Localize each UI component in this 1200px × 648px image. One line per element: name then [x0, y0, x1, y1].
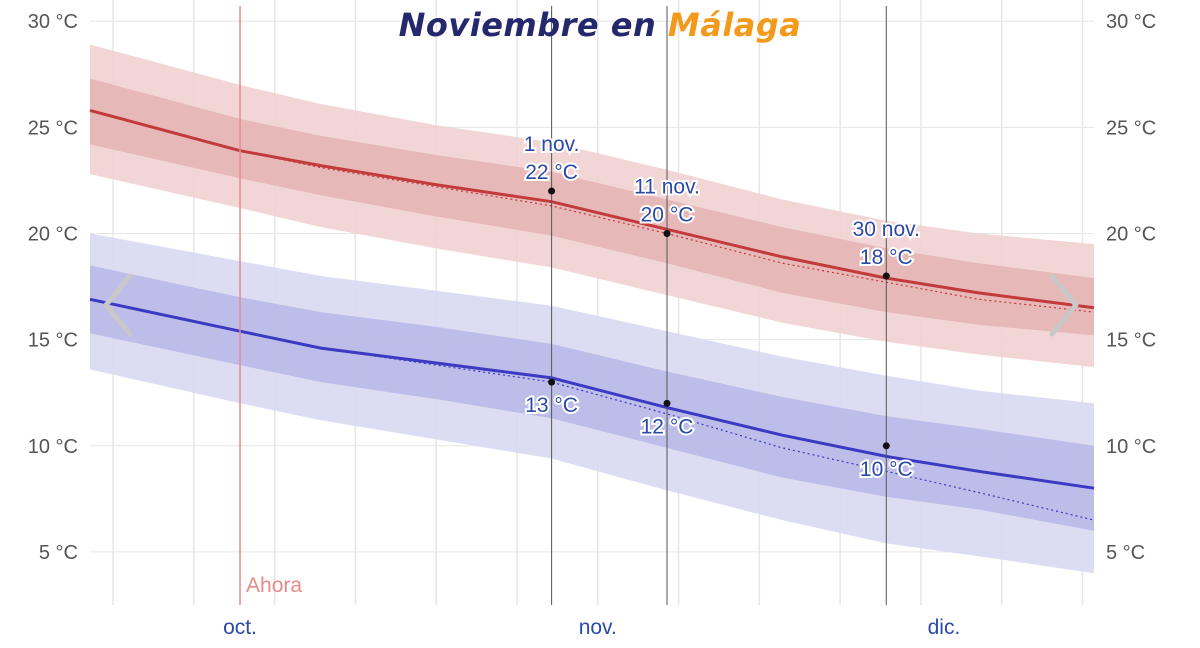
high-series-line	[89, 108, 1095, 310]
low-data-point	[882, 442, 890, 450]
low-data-point	[663, 399, 671, 407]
annotation-value: 18 °C	[860, 246, 913, 269]
series-lines	[89, 108, 1095, 521]
next-month-button[interactable]	[1042, 270, 1086, 340]
y-tick-label-right: 10 °C	[1106, 436, 1156, 458]
bands	[90, 44, 1094, 574]
chevron-left-icon	[103, 273, 133, 337]
high-data-point	[663, 230, 671, 238]
x-month-label: nov.	[579, 616, 617, 639]
annotation-date: 11 nov.	[634, 176, 700, 199]
y-tick-label-left: 25 °C	[28, 117, 78, 139]
now-marker: Ahora	[239, 6, 302, 605]
annotation-value: 12 °C	[641, 415, 694, 438]
x-month-label: dic.	[928, 616, 961, 639]
annotation-value: 13 °C	[525, 394, 578, 417]
y-tick-label-left: 15 °C	[28, 330, 78, 352]
y-tick-label-right: 15 °C	[1106, 330, 1156, 352]
low-series-line	[89, 297, 1095, 490]
y-tick-label-left: 20 °C	[28, 224, 78, 246]
annotation-value: 22 °C	[525, 161, 578, 184]
chevron-right-icon	[1049, 273, 1079, 337]
previous-month-button[interactable]	[96, 270, 140, 340]
high-data-point	[548, 187, 556, 195]
annotation-value: 10 °C	[860, 458, 913, 481]
y-tick-label-right: 20 °C	[1106, 224, 1156, 246]
y-tick-label-right: 25 °C	[1106, 117, 1156, 139]
annotation-date: 1 nov.	[524, 133, 580, 156]
y-tick-label-left: 10 °C	[28, 436, 78, 458]
axes: 5 °C 5 °C 10 °C 10 °C 15 °C 15 °C 20 °C 20 °C 25…	[28, 11, 1157, 639]
x-month-label: oct.	[223, 616, 257, 639]
y-tick-label-right: 5 °C	[1106, 542, 1145, 564]
high-band-inner	[90, 78, 1094, 336]
data-labels: 1 nov. 22 °C 11 nov. 20 °C 30 nov. 18 °C 13 °C…	[522, 131, 922, 483]
annotation-date: 30 nov.	[853, 218, 920, 241]
y-tick-label-left: 30 °C	[28, 11, 78, 33]
y-tick-label-left: 5 °C	[39, 542, 78, 564]
y-tick-label-right: 30 °C	[1106, 11, 1156, 33]
low-band-inner	[90, 265, 1094, 531]
now-label: Ahora	[246, 574, 302, 597]
low-data-point	[548, 378, 556, 386]
title-prefix: Noviembre en	[398, 6, 657, 44]
title-city: Málaga	[667, 6, 802, 44]
annotation-value: 20 °C	[641, 204, 694, 227]
data-points	[548, 187, 890, 450]
high-data-point	[882, 272, 890, 280]
highlight-lines	[551, 6, 887, 605]
chart-title: Noviembre en Málaga	[0, 6, 1200, 44]
